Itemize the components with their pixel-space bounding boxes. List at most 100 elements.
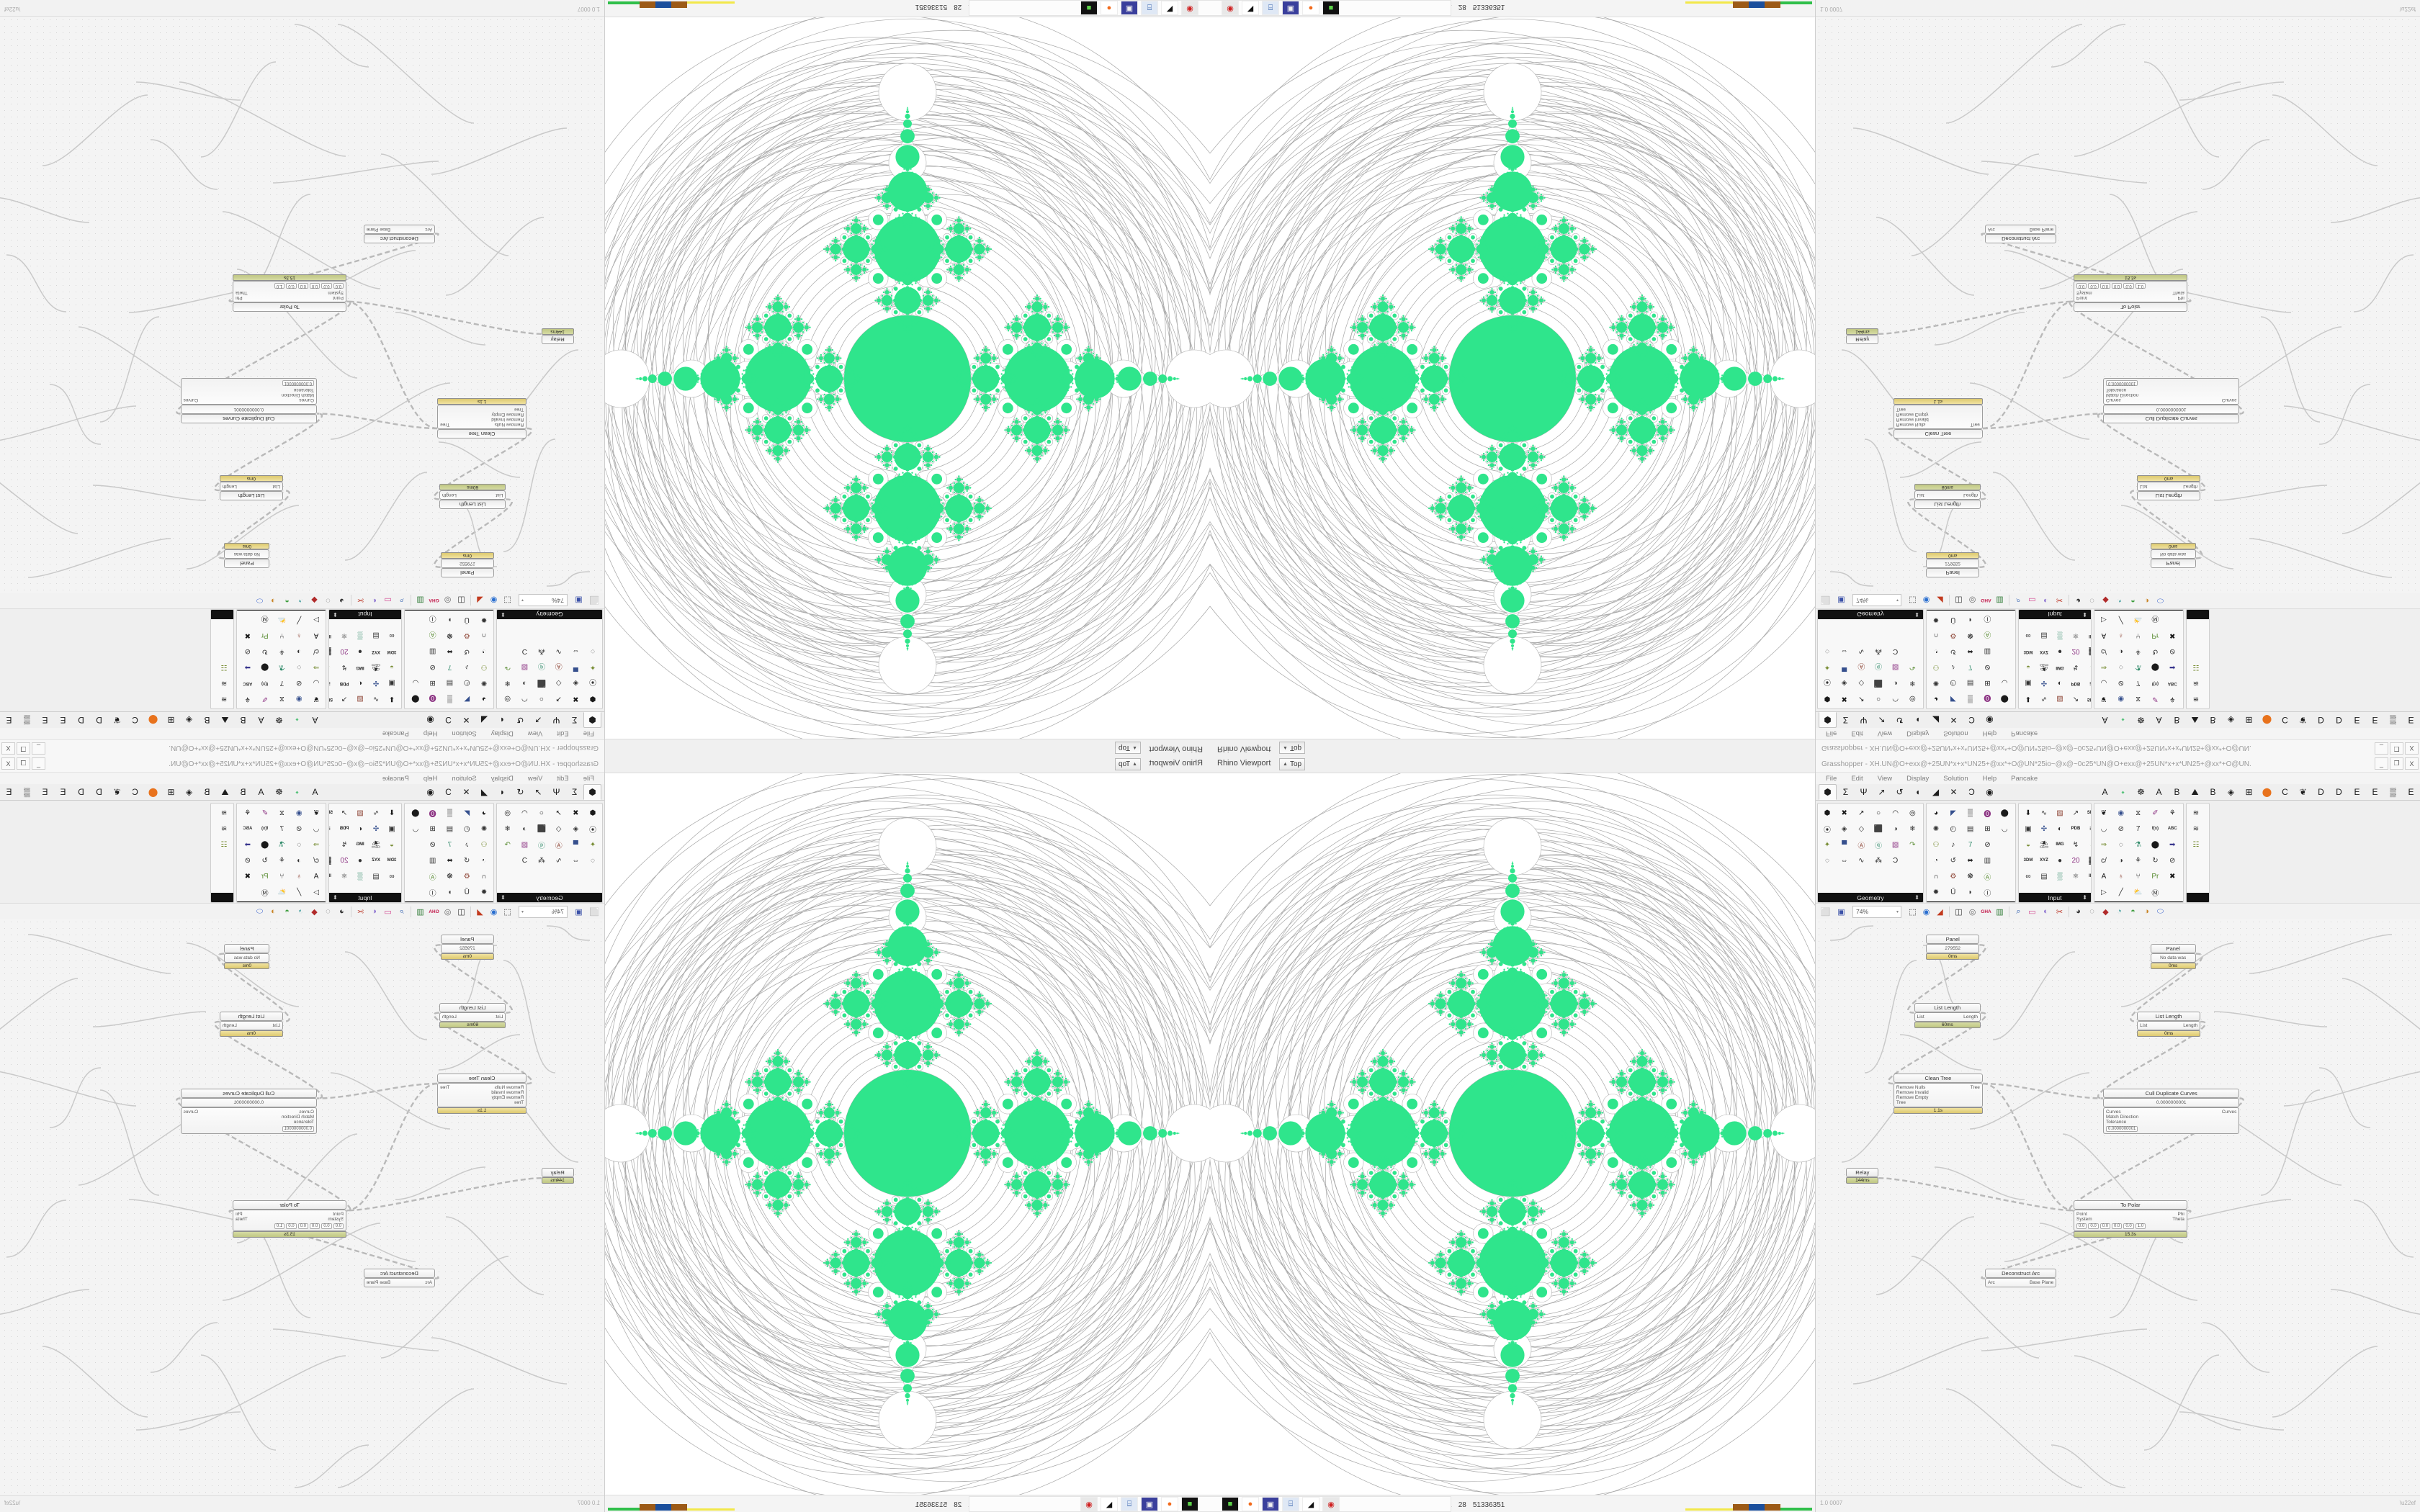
calculator-icon[interactable]: ⌸	[1121, 1497, 1138, 1511]
component-icon-21[interactable]: ≡	[328, 821, 336, 837]
clean-tree-component[interactable]: Clean Tree Remove Nulls Tree Remove Invalid…	[437, 1074, 527, 1114]
value-box-5[interactable]: 1.0	[2135, 282, 2146, 289]
orange-icon[interactable]: ◑	[271, 596, 276, 605]
component-icon-2[interactable]: ⇒	[313, 663, 320, 672]
tab-plugin-e[interactable]: E	[2354, 787, 2360, 797]
component-icon-2[interactable]: ◒	[2025, 663, 2031, 672]
component-icon-19[interactable]: f(x)	[261, 681, 269, 685]
component-icon-7[interactable]: ⇔	[572, 647, 580, 656]
component-icon-28[interactable]: ✖	[2169, 631, 2176, 640]
component-icon-1[interactable]: ▣	[2025, 679, 2032, 688]
component-icon-5[interactable]: ◈	[573, 824, 579, 833]
grasshopper-canvas[interactable]: Panel 279552 0ms List Length List Length 60ms C…	[0, 16, 604, 593]
search-icon[interactable]: ⌕	[399, 906, 404, 916]
minimize-button[interactable]: _	[2375, 742, 2388, 755]
component-icon-18[interactable]: ✐	[261, 695, 268, 703]
menu-item-pancake[interactable]: Pancake	[2011, 729, 2038, 738]
component-icon-8[interactable]: ♪	[1951, 840, 1955, 849]
cluster-icon[interactable]: ◎	[1968, 595, 1976, 605]
component-icon-18[interactable]: ⓿	[1984, 810, 1991, 819]
save-disk-icon[interactable]: ▣	[1141, 1497, 1158, 1511]
component-icon-21[interactable]: ≡	[2084, 821, 2091, 837]
minimize-button[interactable]: _	[32, 742, 45, 755]
viewport-view-button[interactable]: ▲ Top	[1114, 742, 1141, 754]
quadrant-bottom-left[interactable]: Rhino Viewport ▲ Top ∧ 0.000.007410	[0, 756, 1210, 1512]
component-icon-11[interactable]: ∿	[555, 856, 562, 865]
orange-icon[interactable]: ◑	[271, 907, 276, 916]
apollonian-gasket-canvas[interactable]	[1210, 17, 1815, 739]
menu-item-file[interactable]: File	[1826, 729, 1837, 738]
component-icon-7[interactable]: ⛱	[371, 840, 381, 849]
tab-plugin-e3[interactable]: E	[2408, 787, 2414, 797]
component-icon-12[interactable]: ▒	[447, 809, 452, 817]
component-icon-15[interactable]: ↗	[2072, 809, 2079, 817]
component-icon-11[interactable]: Ű	[1950, 616, 1956, 624]
component-icon-18[interactable]: 20	[340, 647, 349, 656]
component-icon-3[interactable]: ◔	[481, 647, 487, 656]
component-icon-19[interactable]: Ɔ	[1893, 647, 1899, 656]
component-icon-16[interactable]: ◠	[521, 695, 528, 703]
tab-plugin-a[interactable]: A	[2102, 787, 2108, 797]
component-icon-10[interactable]: Ⓐ	[1857, 842, 1865, 850]
tab-plugin-mountain[interactable]: ⛰	[2191, 786, 2199, 797]
component-icon-28[interactable]: ✖	[244, 872, 251, 881]
component-icon-5[interactable]: ✹	[480, 888, 488, 896]
deconstruct-arc-component[interactable]: Deconstruct Arc Arc Base Plane	[1985, 225, 2057, 244]
component-icon-1[interactable]: ◡	[313, 679, 320, 688]
component-icon-9[interactable]: ◇	[1858, 824, 1865, 833]
component-icon-21[interactable]: ↻	[2152, 856, 2159, 865]
component-icon-15[interactable]: ⬌	[447, 856, 453, 865]
component-icon-22[interactable]: ◔	[2084, 660, 2092, 675]
panel-geometry[interactable]: ⬢ ⦿ ✦ ◌ ✖ ◈ ▀ ⇔ ↗ ◇ Ⓐ ∿ ○ ⬛ ⓠ ⁂ ◠ ◑ ▧ Ɔ ◎ ❄ ↷ Geometry ⬍	[1817, 803, 1924, 903]
component-icon-22[interactable]: ◔	[328, 837, 336, 852]
menu-item-solution[interactable]: Solution	[1943, 774, 1968, 783]
component-icon-3[interactable]: c/	[2101, 647, 2107, 656]
component-icon-21[interactable]: ▥	[429, 647, 436, 656]
terminal-icon[interactable]: ■	[1181, 1497, 1198, 1511]
component-icon-7[interactable]: ⊘	[296, 824, 302, 833]
component-icon-8[interactable]: XYZ	[372, 649, 380, 654]
component-icon-17[interactable]: ◑	[522, 824, 527, 833]
component-icon-8[interactable]: XYZ	[2040, 858, 2048, 863]
component-icon-14[interactable]: ⚗	[2135, 663, 2142, 672]
component-icon-14[interactable]: ▒	[2057, 631, 2063, 640]
component-icon-20[interactable]: ⊘	[429, 840, 436, 849]
component-icon-21[interactable]: ❄	[504, 824, 511, 833]
tab-intersect[interactable]: ✕	[462, 787, 470, 797]
tab-plugin-b2[interactable]: B	[2210, 787, 2216, 797]
component-icon-6[interactable]: ▀	[1842, 840, 1847, 849]
chevron-down-icon[interactable]: ▾	[1896, 909, 1899, 914]
component-icon-9[interactable]: ◑	[297, 856, 302, 865]
component-icon-7[interactable]: ⇔	[1840, 647, 1848, 656]
render-icon[interactable]: ◢	[1937, 595, 1943, 605]
component-icon-9[interactable]: ▤	[372, 631, 380, 640]
grasshopper-toolbar[interactable]: ⬜ ▣ 74% ▾ ⬚ ◉ ◢ ◫ ◎ GHA ▥ ⌕ ▭ ◐ ✂ ◕ ◌ ◆ ◔ ◓ ◑ ⬭	[0, 903, 604, 920]
list-length-component[interactable]: List Length List Length 60ms	[1914, 484, 1981, 510]
component-icon-9[interactable]: ↺	[464, 856, 470, 865]
component-icon-3[interactable]: ◌	[591, 647, 595, 656]
component-icon-0[interactable]: ⬇	[388, 809, 395, 817]
component-icon-1[interactable]: ✺	[480, 824, 488, 833]
quadrant-bottom-right[interactable]: Rhino Viewport ▲ Top ∧ 0.000.007410	[1210, 756, 2420, 1512]
component-icon-9[interactable]: ↺	[1950, 856, 1956, 865]
close-button[interactable]: X	[2405, 742, 2419, 755]
search-icon[interactable]: ⌕	[399, 596, 404, 606]
component-icon-0[interactable]: ◕	[1933, 695, 1939, 703]
component-icon-23[interactable]: Ⓘ	[1984, 889, 1991, 898]
scissors-icon[interactable]: ✂	[2056, 907, 2063, 917]
component-icon-13[interactable]: ●	[2057, 856, 2063, 865]
component-icon-2[interactable]: ☷	[2192, 840, 2200, 849]
component-icon-17[interactable]: ◗	[447, 888, 452, 896]
tab-vector[interactable]: ↗	[1878, 787, 1886, 797]
component-icon-1[interactable]: ≋	[220, 679, 228, 688]
toolbar-icon-group[interactable]: ⬚ ◉ ◢ ◫ ◎ GHA ▥ ⌕ ▭ ◐ ✂ ◕ ◌ ◆ ◔ ◓ ◑ ⬭	[253, 594, 514, 607]
rhino-viewport-window[interactable]: Rhino Viewport ▲ Top ∧ 0.000.007410	[1210, 0, 1815, 756]
component-icon-0[interactable]: ≋	[220, 809, 228, 817]
quadrant-top-right[interactable]: Rhino Viewport ▲ Top ∧ 0.000.007410	[1210, 0, 2420, 756]
tab-plugin-orange[interactable]: ⬤	[2262, 787, 2272, 797]
orange-icon[interactable]: ◑	[2144, 596, 2149, 605]
value-box-2[interactable]: 0.0	[309, 282, 321, 289]
toolbar-icon-group[interactable]: ⬚ ◉ ◢ ◫ ◎ GHA ▥ ⌕ ▭ ◐ ✂ ◕ ◌ ◆ ◔ ◓ ◑ ⬭	[1906, 905, 2167, 918]
apollonian-gasket-canvas[interactable]	[605, 773, 1210, 1495]
component-icon-1[interactable]: ✺	[1932, 824, 1940, 833]
